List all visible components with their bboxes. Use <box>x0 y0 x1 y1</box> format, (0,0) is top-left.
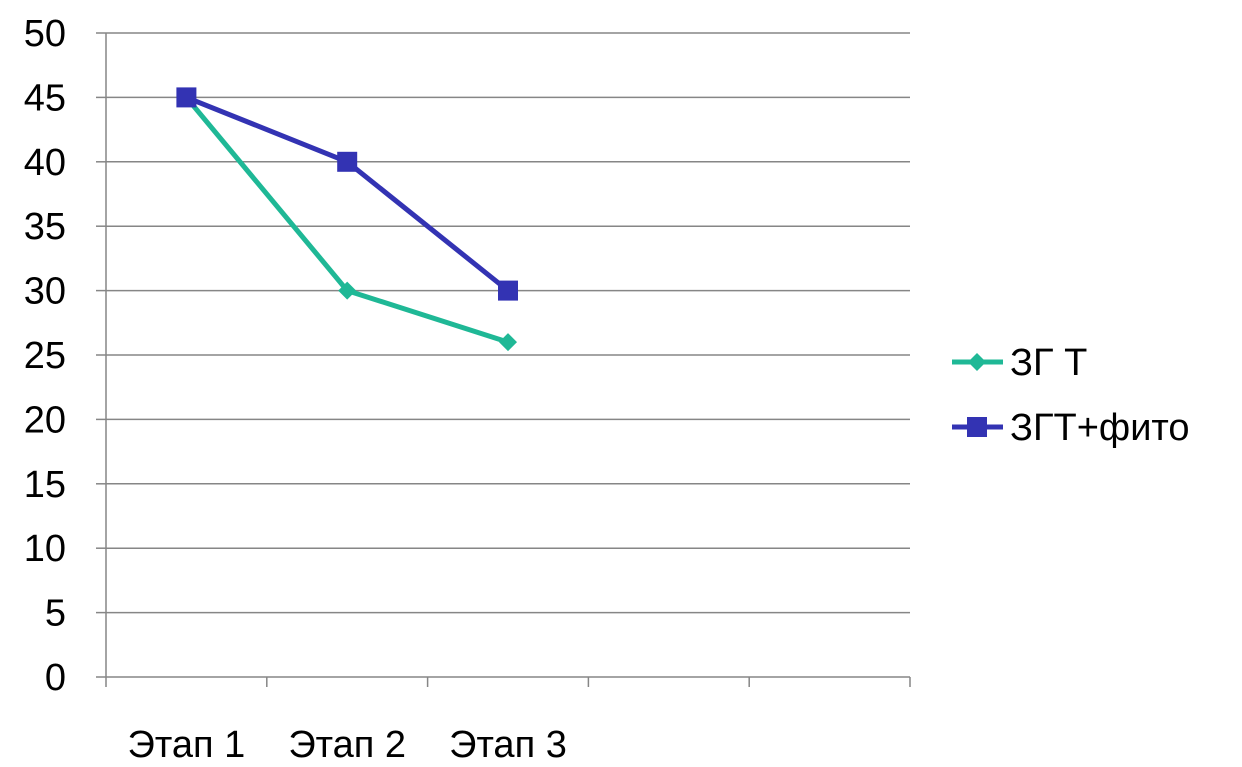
series-line <box>183 94 511 345</box>
y-tick-label: 40 <box>24 142 66 184</box>
series-2 <box>176 87 518 301</box>
x-tick-label: Этап 2 <box>288 724 406 762</box>
data-point-diamond <box>968 353 986 371</box>
data-point-square <box>337 151 358 172</box>
legend-item-1: ЗГ Т <box>952 342 1087 384</box>
series-layer <box>176 87 518 352</box>
legend-label: ЗГ Т <box>1010 342 1087 384</box>
y-tick-label: 45 <box>24 77 66 119</box>
data-point-square <box>967 417 987 437</box>
legend-item-2: ЗГТ+фито <box>952 407 1190 449</box>
x-tick-label: Этап 3 <box>449 724 567 762</box>
y-tick-label: 0 <box>45 657 66 699</box>
y-tick-label: 50 <box>24 13 66 55</box>
y-tick-label: 20 <box>24 399 66 441</box>
y-tick-label: 30 <box>24 271 66 313</box>
y-tick-label: 10 <box>24 528 66 570</box>
y-tick-label: 35 <box>24 206 66 248</box>
x-tick-label: Этап 1 <box>128 724 246 762</box>
series-line <box>183 94 511 294</box>
data-point-diamond <box>499 333 517 352</box>
data-point-square <box>176 87 197 108</box>
y-tick-label: 25 <box>24 335 66 377</box>
y-tick-label: 5 <box>45 593 66 635</box>
legend: ЗГ Т ЗГТ+фито <box>952 342 1190 449</box>
grid-layer <box>106 32 910 614</box>
data-point-diamond <box>338 281 357 300</box>
data-point-square <box>498 280 518 301</box>
y-tick-label: 15 <box>24 464 66 506</box>
legend-label: ЗГТ+фито <box>1010 407 1190 449</box>
series-1 <box>177 88 517 352</box>
axis-layer: 0 5 10 15 20 25 30 35 40 45 50 Этап 1 Этап 2 Этап 3 <box>24 13 911 766</box>
